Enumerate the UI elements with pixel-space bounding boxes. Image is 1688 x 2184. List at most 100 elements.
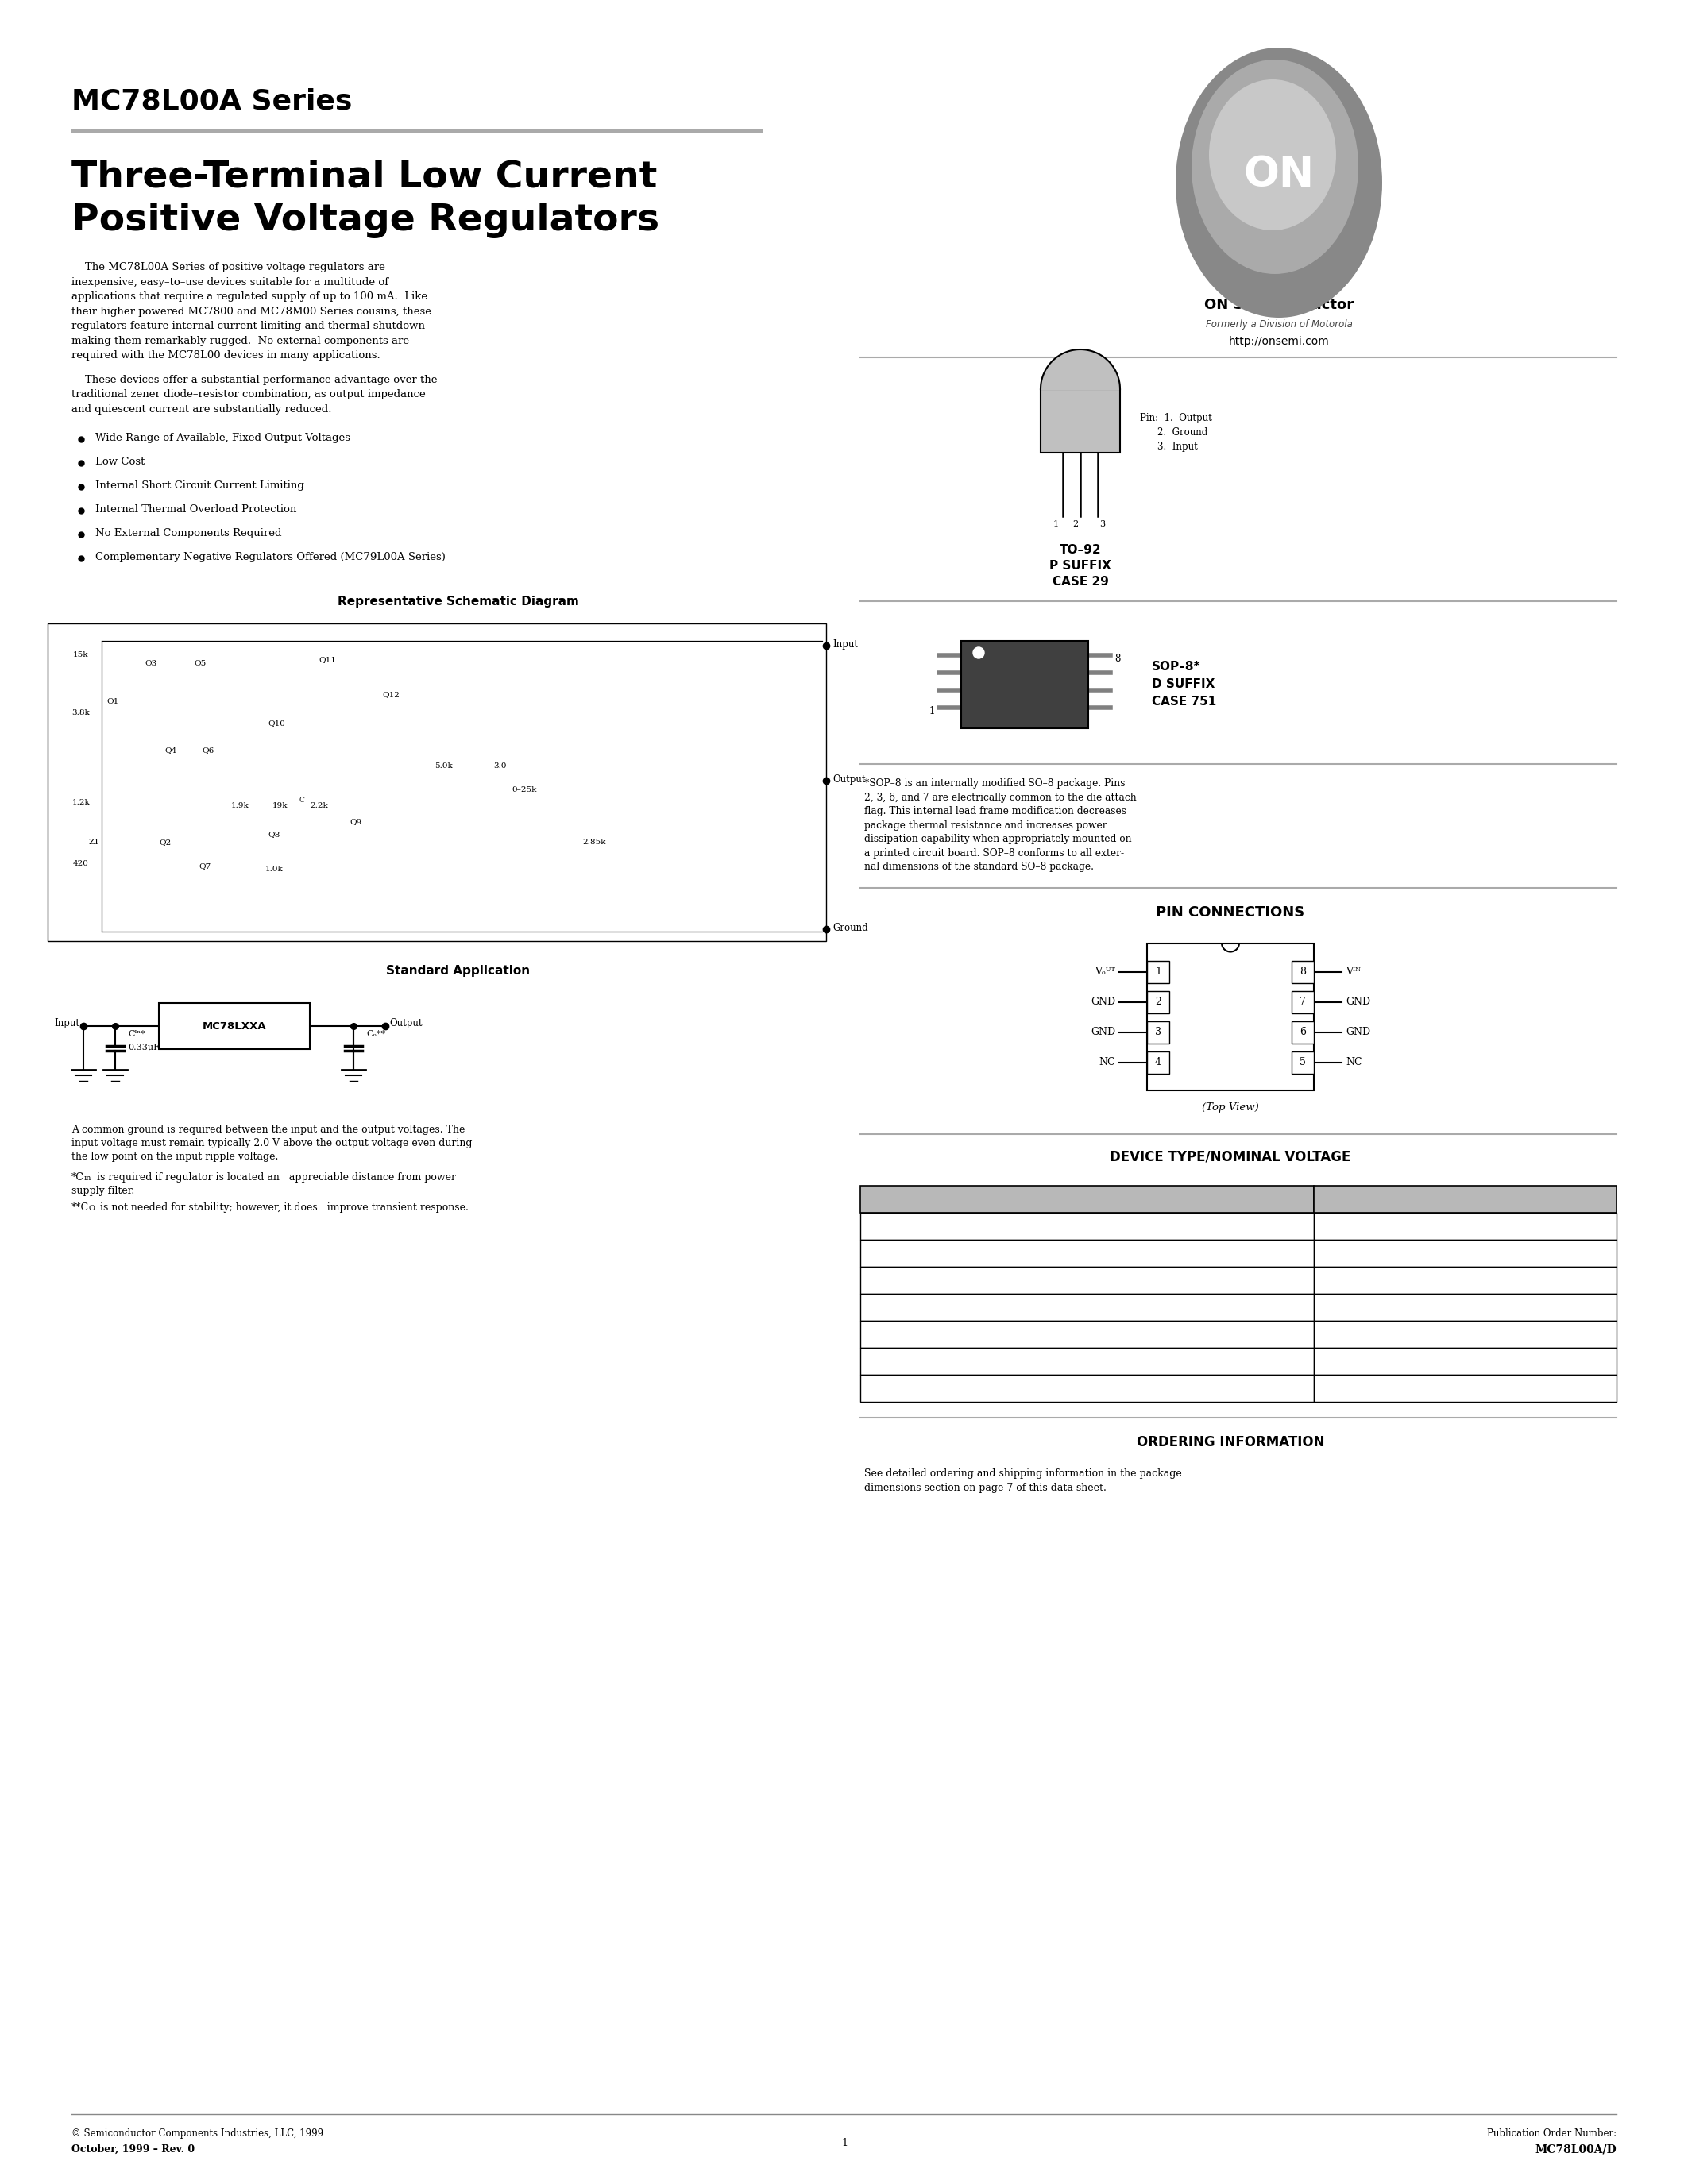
Text: No External Components Required: No External Components Required [95,529,282,539]
Text: MC78LXXA: MC78LXXA [203,1020,267,1031]
Text: The MC78L00A Series of positive voltage regulators are: The MC78L00A Series of positive voltage … [71,262,385,273]
Text: MC78L00A/D: MC78L00A/D [1534,2145,1617,2156]
Text: 420: 420 [73,860,89,867]
Text: ON Semiconductor: ON Semiconductor [1204,297,1354,312]
Bar [861,1186,1313,1212]
Text: MC78L12AC: MC78L12AC [1053,1302,1121,1313]
Text: 6: 6 [1300,1026,1307,1037]
Text: Formerly a Division of Motorola: Formerly a Division of Motorola [1205,319,1352,330]
Text: nal dimensions of the standard SO–8 package.: nal dimensions of the standard SO–8 pack… [864,863,1094,871]
Text: Q3: Q3 [145,660,157,666]
Bar [861,1212,1313,1238]
Ellipse shape [1192,59,1359,273]
Text: Ground: Ground [832,924,868,933]
Text: Q5: Q5 [194,660,206,666]
Text: 1: 1 [1053,520,1058,529]
Text: is not needed for stability; however, it does   improve transient response.: is not needed for stability; however, it… [96,1203,469,1212]
Text: Publication Order Number:: Publication Order Number: [1487,2129,1617,2138]
Text: MC78L15AC: MC78L15AC [1053,1328,1121,1339]
Text: 1.2k: 1.2k [73,799,89,806]
Text: Cₒ**: Cₒ** [366,1031,385,1037]
Text: SOP–8*: SOP–8* [1151,662,1200,673]
Text: 8.0: 8.0 [1457,1247,1474,1258]
Text: A common ground is required between the input and the output voltages. The: A common ground is required between the … [71,1125,464,1136]
Text: *C: *C [71,1173,84,1182]
Text: Complementary Negative Regulators Offered (MC79L00A Series): Complementary Negative Regulators Offere… [95,553,446,561]
Text: Internal Short Circuit Current Limiting: Internal Short Circuit Current Limiting [95,480,304,491]
Text: MC78L24AC: MC78L24AC [1053,1382,1121,1393]
Text: ORDERING INFORMATION: ORDERING INFORMATION [1136,1435,1325,1448]
Text: is required if regulator is located an   appreciable distance from power: is required if regulator is located an a… [95,1173,456,1182]
Bar [1313,1293,1617,1321]
Text: **C: **C [71,1203,89,1212]
Text: 2.85k: 2.85k [582,839,606,845]
Bar [1291,1051,1313,1072]
Text: *SOP–8 is an internally modified SO–8 package. Pins: *SOP–8 is an internally modified SO–8 pa… [864,778,1126,788]
Bar [159,1002,311,1048]
Text: dissipation capability when appropriately mounted on: dissipation capability when appropriatel… [864,834,1131,845]
Text: 5.0: 5.0 [1457,1221,1474,1232]
Text: Q7: Q7 [199,863,211,869]
Text: 7: 7 [1300,996,1307,1007]
Text: 0.33μF: 0.33μF [128,1044,160,1051]
Text: © Semiconductor Components Industries, LLC, 1999: © Semiconductor Components Industries, L… [71,2129,324,2138]
Text: Q11: Q11 [319,655,336,664]
Text: C: C [299,797,304,804]
Text: Vₒᵁᵀ: Vₒᵁᵀ [1096,968,1116,976]
Text: 9.0: 9.0 [1457,1275,1474,1284]
Text: Q10: Q10 [268,719,285,727]
Text: 15: 15 [1458,1328,1472,1339]
Bar [1148,992,1170,1013]
Text: Q9: Q9 [349,819,361,826]
Bar [1291,1020,1313,1044]
Bar [1313,1374,1617,1402]
Text: 3.  Input: 3. Input [1158,441,1198,452]
Text: GND: GND [1345,996,1371,1007]
Bar [1313,1321,1617,1348]
Text: required with the MC78L00 devices in many applications.: required with the MC78L00 devices in man… [71,349,380,360]
Text: 1: 1 [1155,968,1161,976]
Text: Wide Range of Available, Fixed Output Voltages: Wide Range of Available, Fixed Output Vo… [95,432,351,443]
Text: MC78L08AC: MC78L08AC [1053,1247,1121,1258]
Text: October, 1999 – Rev. 0: October, 1999 – Rev. 0 [71,2145,194,2156]
Text: 2, 3, 6, and 7 are electrically common to the die attach: 2, 3, 6, and 7 are electrically common t… [864,793,1136,802]
Bar [861,1321,1313,1348]
Polygon shape [1040,349,1121,389]
Text: 4: 4 [1155,1057,1161,1068]
Bar [1291,961,1313,983]
Text: MC78L18AC: MC78L18AC [1053,1356,1121,1365]
Bar [861,1293,1313,1321]
Text: 2.  Ground: 2. Ground [1158,428,1207,437]
Text: 1: 1 [841,2138,847,2149]
Text: Three-Terminal Low Current: Three-Terminal Low Current [71,159,657,194]
Bar [861,1238,1313,1267]
Text: http://onsemi.com: http://onsemi.com [1229,336,1328,347]
Text: the low point on the input ripple voltage.: the low point on the input ripple voltag… [71,1151,279,1162]
Text: (Top View): (Top View) [1202,1103,1259,1112]
Text: 3: 3 [1099,520,1106,529]
Text: See detailed ordering and shipping information in the package
dimensions section: See detailed ordering and shipping infor… [864,1468,1182,1494]
Text: in: in [84,1175,91,1182]
Text: 18: 18 [1458,1356,1472,1365]
Text: 3.0: 3.0 [495,762,506,769]
Bar [1148,1051,1170,1072]
Text: 12: 12 [1458,1302,1472,1313]
Text: flag. This internal lead frame modification decreases: flag. This internal lead frame modificat… [864,806,1126,817]
Text: Cᴵⁿ*: Cᴵⁿ* [128,1031,145,1037]
Bar [1148,943,1313,1090]
Text: supply filter.: supply filter. [71,1186,135,1197]
Text: PIN CONNECTIONS: PIN CONNECTIONS [1156,904,1305,919]
Text: 3: 3 [1155,1026,1161,1037]
Bar [1313,1186,1617,1212]
Text: NC: NC [1345,1057,1362,1068]
Text: Q1: Q1 [106,697,118,705]
Text: Input: Input [54,1018,79,1029]
Text: Positive Voltage Regulators: Positive Voltage Regulators [71,203,660,238]
Text: 19k: 19k [273,802,289,810]
Text: and quiescent current are substantially reduced.: and quiescent current are substantially … [71,404,331,415]
Text: regulators feature internal current limiting and thermal shutdown: regulators feature internal current limi… [71,321,425,332]
Text: 0–25k: 0–25k [511,786,537,793]
Text: Output: Output [390,1018,422,1029]
Text: applications that require a regulated supply of up to 100 mA.  Like: applications that require a regulated su… [71,290,427,301]
Text: 5% Output Voltage Accuracy: 5% Output Voltage Accuracy [1003,1195,1171,1203]
